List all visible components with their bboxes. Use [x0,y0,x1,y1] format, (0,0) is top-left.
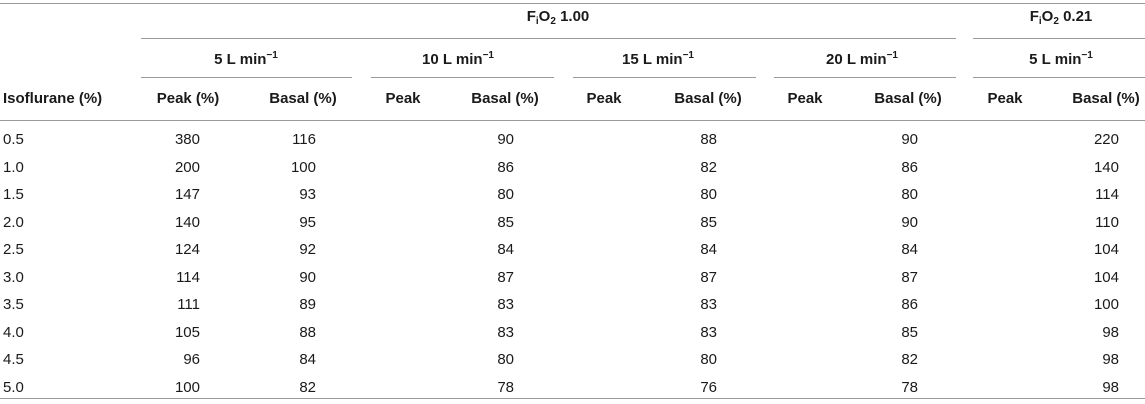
column-header-peak-5: Peak (%) [156,90,220,107]
group-rule-fio2-0-21 [973,38,1145,39]
cell-basal-15: 80 [700,351,717,368]
cell-basal-0-21: 110 [1095,213,1119,231]
flow-rule-5 [141,77,352,78]
cell-basal-15: 85 [700,213,717,231]
column-header-basal-5: Basal (%) [269,90,337,107]
cell-isoflurane: 2.0 [3,213,24,231]
cell-basal-0-21: 100 [1093,296,1119,313]
cell-basal-5: 89 [299,296,316,313]
cell-peak-5: 100 [174,378,200,396]
cell-basal-10: 80 [497,351,514,368]
cell-basal-20: 86 [901,296,918,313]
cell-basal-5: 95 [299,213,316,231]
cell-basal-5: 93 [299,186,316,203]
cell-basal-20: 82 [901,351,918,368]
cell-basal-5: 92 [299,241,316,258]
cell-isoflurane: 5.0 [3,378,24,396]
column-header-isoflurane: Isoflurane (%) [3,90,103,107]
column-header-peak-20: Peak [787,90,823,107]
cell-basal-15: 83 [700,323,717,341]
cell-basal-10: 78 [497,378,514,396]
cell-peak-5: 96 [183,351,200,368]
cell-basal-10: 83 [497,296,514,313]
cell-basal-20: 90 [901,213,918,231]
cell-isoflurane: 3.0 [3,268,24,286]
cell-basal-15: 76 [700,378,717,396]
cell-basal-10: 85 [497,213,514,231]
group-header-fio2-1-00: FiO2 1.00 [526,8,590,27]
cell-basal-5: 90 [299,268,316,286]
cell-basal-0-21: 98 [1102,378,1119,396]
cell-basal-5: 116 [292,131,316,148]
cell-basal-20: 87 [901,268,918,286]
column-header-peak-15: Peak [586,90,622,107]
cell-peak-5: 380 [174,131,200,148]
cell-basal-15: 88 [700,131,717,148]
cell-basal-15: 80 [700,186,717,203]
cell-basal-15: 83 [700,296,717,313]
cell-basal-20: 78 [901,378,918,396]
cell-basal-5: 100 [290,158,316,176]
flow-rule-20 [774,77,956,78]
cell-basal-20: 84 [901,241,918,258]
group-rule-fio2-1-00 [141,38,956,39]
cell-basal-15: 84 [700,241,717,258]
cell-peak-5: 111 [177,296,200,313]
cell-basal-0-21: 104 [1093,268,1119,286]
cell-basal-10: 86 [497,158,514,176]
cell-basal-20: 86 [901,158,918,176]
cell-basal-10: 84 [497,241,514,258]
cell-basal-10: 83 [497,323,514,341]
cell-basal-0-21: 220 [1093,131,1119,148]
cell-peak-5: 200 [174,158,200,176]
cell-basal-20: 80 [901,186,918,203]
cell-basal-20: 85 [901,323,918,341]
flow-rule-10 [371,77,554,78]
cell-basal-0-21: 98 [1102,323,1119,341]
cell-basal-10: 87 [497,268,514,286]
cell-basal-5: 84 [299,351,316,368]
column-header-basal-10: Basal (%) [471,90,539,107]
column-header-basal-0-21: Basal (%) [1072,90,1140,107]
column-header-peak-0-21: Peak [987,90,1023,107]
flow-header-20: 20 L min−1 [826,50,898,68]
flow-rule-5-fio2-0-21 [973,77,1145,78]
cell-basal-15: 87 [700,268,717,286]
cell-peak-5: 140 [174,213,200,231]
cell-basal-0-21: 114 [1095,186,1119,203]
cell-basal-10: 80 [497,186,514,203]
cell-peak-5: 105 [174,323,200,341]
cell-isoflurane: 4.0 [3,323,24,341]
flow-header-5-fio2-0-21: 5 L min−1 [1029,50,1093,68]
cell-basal-20: 90 [901,131,918,148]
cell-peak-5: 114 [176,268,200,286]
cell-isoflurane: 1.0 [3,158,24,176]
cell-basal-0-21: 104 [1093,241,1119,258]
cell-isoflurane: 0.5 [3,131,24,148]
cell-isoflurane: 1.5 [3,186,24,203]
header-rule [0,120,1145,121]
cell-isoflurane: 2.5 [3,241,24,258]
cell-basal-15: 82 [700,158,717,176]
cell-basal-5: 82 [299,378,316,396]
top-rule [0,3,1145,4]
cell-peak-5: 124 [174,241,200,258]
cell-basal-10: 90 [497,131,514,148]
cell-isoflurane: 3.5 [3,296,24,313]
flow-rule-15 [573,77,756,78]
flow-header-10: 10 L min−1 [422,50,494,68]
cell-isoflurane: 4.5 [3,351,24,368]
column-header-peak-10: Peak [385,90,421,107]
flow-header-5: 5 L min−1 [214,50,278,68]
cell-basal-5: 88 [299,323,316,341]
flow-header-15: 15 L min−1 [622,50,694,68]
cell-peak-5: 147 [174,186,200,203]
group-header-fio2-0-21: FiO2 0.21 [1029,8,1093,27]
column-header-basal-15: Basal (%) [674,90,742,107]
cell-basal-0-21: 140 [1093,158,1119,176]
cell-basal-0-21: 98 [1102,351,1119,368]
bottom-rule [0,398,1145,399]
column-header-basal-20: Basal (%) [874,90,942,107]
